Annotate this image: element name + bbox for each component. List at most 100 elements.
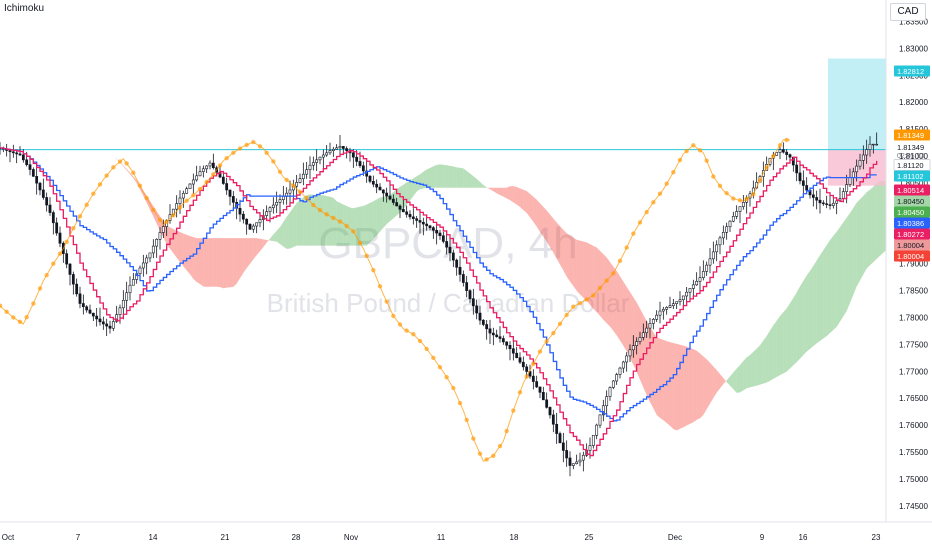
price-tag[interactable]: 1.81102 [894, 170, 930, 182]
price-tag[interactable]: 1.81120 [893, 159, 931, 171]
candle[interactable] [108, 320, 112, 334]
candle[interactable] [15, 149, 19, 164]
candle[interactable] [421, 217, 425, 236]
candle[interactable] [201, 165, 205, 178]
candle[interactable] [741, 194, 745, 210]
candle[interactable] [568, 451, 572, 477]
candle[interactable] [305, 161, 309, 179]
candle[interactable] [578, 452, 582, 467]
candle[interactable] [265, 205, 269, 221]
candle[interactable] [308, 156, 312, 179]
candle[interactable] [41, 178, 45, 200]
candle[interactable] [415, 215, 419, 228]
candle[interactable] [28, 158, 32, 176]
candle[interactable] [301, 162, 305, 186]
candle[interactable] [498, 326, 502, 343]
candle[interactable] [648, 317, 652, 339]
candle[interactable] [655, 310, 659, 322]
candle[interactable] [635, 337, 639, 355]
candle[interactable] [438, 229, 442, 240]
candle[interactable] [55, 217, 59, 236]
candle[interactable] [875, 132, 879, 146]
base-line[interactable] [0, 147, 877, 422]
candle[interactable] [188, 183, 192, 190]
candle[interactable] [281, 185, 285, 205]
candle[interactable] [81, 294, 85, 315]
candle[interactable] [811, 188, 815, 207]
candle[interactable] [828, 195, 832, 210]
candle[interactable] [91, 312, 95, 321]
candle[interactable] [275, 191, 279, 214]
candle[interactable] [178, 190, 182, 214]
candle[interactable] [615, 372, 619, 385]
candle[interactable] [325, 145, 329, 157]
lagging-span[interactable] [0, 139, 790, 462]
candle[interactable] [451, 249, 455, 268]
candle[interactable] [401, 199, 405, 213]
candle[interactable] [831, 198, 835, 209]
candle[interactable] [535, 375, 539, 389]
candle[interactable] [315, 149, 319, 172]
price-tag[interactable]: 1.80450 [894, 195, 930, 207]
target-zone[interactable] [828, 58, 886, 150]
candle[interactable] [528, 364, 532, 379]
candle[interactable] [318, 156, 322, 165]
candle[interactable] [298, 173, 302, 184]
candle[interactable] [248, 223, 252, 231]
candle[interactable] [205, 165, 209, 174]
candle[interactable] [258, 214, 262, 228]
candle[interactable] [241, 211, 245, 224]
candle[interactable] [181, 190, 185, 208]
candle[interactable] [245, 218, 249, 235]
indicator-label[interactable]: Ichimoku [4, 3, 45, 14]
candle[interactable] [341, 145, 345, 154]
candle[interactable] [715, 240, 719, 262]
candle[interactable] [825, 195, 829, 209]
candle[interactable] [151, 239, 155, 259]
candle[interactable] [48, 197, 52, 216]
candle[interactable] [71, 271, 75, 295]
candle[interactable] [491, 327, 495, 346]
candle[interactable] [581, 451, 585, 472]
candle[interactable] [391, 194, 395, 206]
candle[interactable] [598, 414, 602, 429]
candle[interactable] [148, 252, 152, 263]
candle[interactable] [5, 143, 9, 157]
candle[interactable] [431, 226, 435, 239]
candle[interactable] [611, 380, 615, 390]
candle[interactable] [521, 356, 525, 371]
candle[interactable] [468, 289, 472, 304]
candle[interactable] [691, 279, 695, 297]
candle[interactable] [685, 286, 689, 303]
candle[interactable] [111, 318, 115, 332]
candle[interactable] [725, 222, 729, 240]
time-axis[interactable] [0, 522, 932, 550]
candle[interactable] [158, 227, 162, 250]
candle[interactable] [125, 281, 129, 311]
candle[interactable] [51, 210, 55, 235]
candle[interactable] [271, 197, 275, 214]
candle[interactable] [155, 238, 159, 258]
candle[interactable] [428, 224, 432, 231]
candle[interactable] [145, 254, 149, 275]
candle[interactable] [105, 318, 109, 337]
candle[interactable] [261, 209, 265, 231]
candle[interactable] [661, 306, 665, 320]
candle[interactable] [638, 331, 642, 345]
candle[interactable] [545, 392, 549, 409]
candle[interactable] [458, 255, 462, 282]
candle[interactable] [651, 318, 655, 330]
candle[interactable] [85, 305, 89, 313]
candle[interactable] [78, 286, 82, 309]
candle[interactable] [228, 189, 232, 206]
candle[interactable] [185, 186, 189, 194]
candle[interactable] [678, 291, 682, 306]
candle[interactable] [731, 211, 735, 223]
candle[interactable] [98, 307, 102, 326]
candle[interactable] [331, 146, 335, 157]
candle[interactable] [235, 198, 239, 220]
candle[interactable] [701, 260, 705, 281]
candle[interactable] [31, 167, 35, 177]
candle[interactable] [225, 177, 229, 195]
